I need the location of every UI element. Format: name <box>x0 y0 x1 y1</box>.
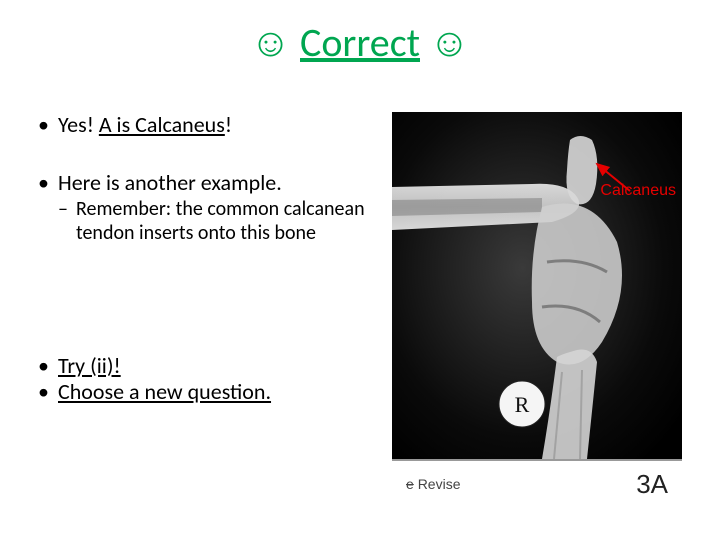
bullet-example: Here is another example. Remember: the c… <box>38 170 368 244</box>
xray-label-left: e Revise <box>406 476 460 492</box>
xray-label-right: 3A <box>636 469 668 500</box>
xray-svg: R <box>392 112 682 507</box>
content-block: Yes! A is Calcaneus! Here is another exa… <box>38 112 368 406</box>
xray-annotation: Calcaneus <box>600 182 676 200</box>
title-word: Correct <box>300 18 420 67</box>
xray-bottom-label: e Revise 3A <box>392 459 682 507</box>
bullet-try-link[interactable]: Try (ii)! <box>38 353 368 379</box>
bullet-text-u: A is Calcaneus <box>99 111 225 138</box>
bullet-new-question-link[interactable]: Choose a new question. <box>38 379 368 405</box>
bullet-text: ! <box>225 111 232 138</box>
sub-bullet-text: Remember: the common calcanean tendon in… <box>76 197 365 245</box>
bullet-text: Here is another example. <box>58 169 282 196</box>
bullet-answer: Yes! A is Calcaneus! <box>38 112 368 138</box>
slide: ☺ Correct ☺ Yes! A is Calcaneus! Here is… <box>0 0 720 540</box>
xray-image: R Calcaneus e Revise 3A <box>392 112 682 507</box>
r-marker-text: R <box>515 392 530 417</box>
link-text[interactable]: Choose a new question. <box>58 378 271 405</box>
smile-icon: ☺ <box>429 21 470 65</box>
bullet-text: Yes! <box>58 111 99 138</box>
smile-icon: ☺ <box>250 21 291 65</box>
slide-title: ☺ Correct ☺ <box>0 18 720 67</box>
link-text[interactable]: Try (ii)! <box>58 352 121 379</box>
sub-bullet: Remember: the common calcanean tendon in… <box>58 197 368 245</box>
